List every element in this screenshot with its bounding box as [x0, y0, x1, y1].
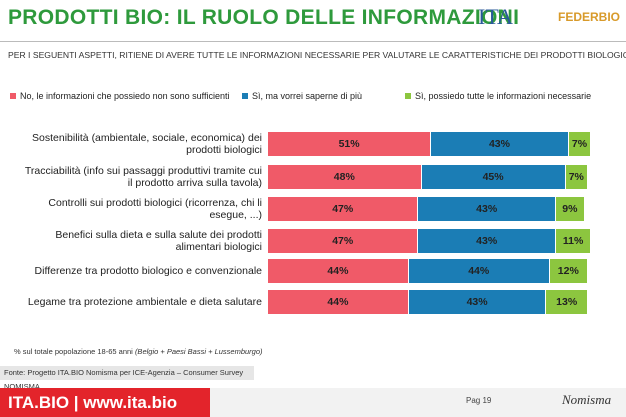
footer-brand: ITA.BIO | www.ita.bio [0, 388, 210, 417]
legend-swatch [242, 93, 248, 99]
bar-segment: 12% [549, 259, 588, 283]
bar-segment: 7% [565, 165, 588, 189]
category-label: Differenze tra prodotto biologico e conv… [34, 265, 262, 277]
bar-segment: 44% [408, 259, 550, 283]
legend-label: No, le informazioni che possiedo non son… [20, 91, 230, 101]
logo-federbio: FEDERBIO [558, 10, 621, 24]
company: Nomisma [562, 392, 612, 407]
category-label: Sostenibilità (ambientale, sociale, econ… [32, 132, 262, 156]
category-label: Benefici sulla dieta e sulla salute dei … [55, 229, 262, 253]
source: Fonte: Progetto ITA.BIO Nomisma per ICE-… [0, 366, 254, 391]
divider [0, 41, 626, 42]
bar-segment: 13% [546, 290, 588, 314]
note: % sul totale popolazione 18-65 anni (Bel… [14, 347, 263, 356]
bar-segment: 43% [418, 197, 556, 221]
bar-segment: 47% [268, 229, 419, 253]
legend-swatch [405, 93, 411, 99]
bar-segment: 44% [268, 290, 409, 314]
category-label: Legame tra protezione ambientale e dieta… [27, 296, 262, 308]
note-text: % sul totale popolazione 18-65 anni [14, 347, 133, 356]
legend-swatch [10, 93, 16, 99]
bar-segment: 43% [418, 229, 556, 253]
legend-item: No, le informazioni che possiedo non son… [10, 91, 229, 101]
legend-item: Sì, ma vorrei saperne di più [242, 91, 362, 101]
legend-item: Sì, possiedo tutte le informazioni neces… [405, 91, 591, 101]
subtitle: PER I SEGUENTI ASPETTI, RITIENE DI AVERE… [8, 50, 626, 60]
bar-segment: 51% [268, 132, 432, 156]
category-label: Controlli sui prodotti biologici (ricorr… [48, 197, 262, 221]
bar-segment: 43% [408, 290, 547, 314]
logo-ita: ITA [478, 4, 513, 29]
bar-segment: 47% [268, 197, 419, 221]
bar-segment: 44% [268, 259, 409, 283]
title: PRODOTTI BIO: IL RUOLO DELLE INFORMAZION… [8, 6, 520, 29]
bar-segment: 9% [556, 197, 585, 221]
bar-segment: 48% [268, 165, 422, 189]
note-detail: (Belgio + Paesi Bassi + Lussemburgo) [134, 347, 263, 356]
bar-segment: 7% [568, 132, 592, 156]
page-number: Pag 19 [466, 396, 492, 405]
brand: ITA.BIO [8, 393, 70, 412]
bar-segment: 43% [431, 132, 569, 156]
legend-label: Sì, possiedo tutte le informazioni neces… [415, 91, 592, 101]
url: www.ita.bio [83, 393, 178, 412]
category-label: Tracciabilità (info sui passaggi produtt… [24, 165, 262, 189]
bar-segment: 45% [421, 165, 566, 189]
bar-segment: 11% [556, 229, 592, 253]
legend-label: Sì, ma vorrei saperne di più [252, 91, 363, 101]
